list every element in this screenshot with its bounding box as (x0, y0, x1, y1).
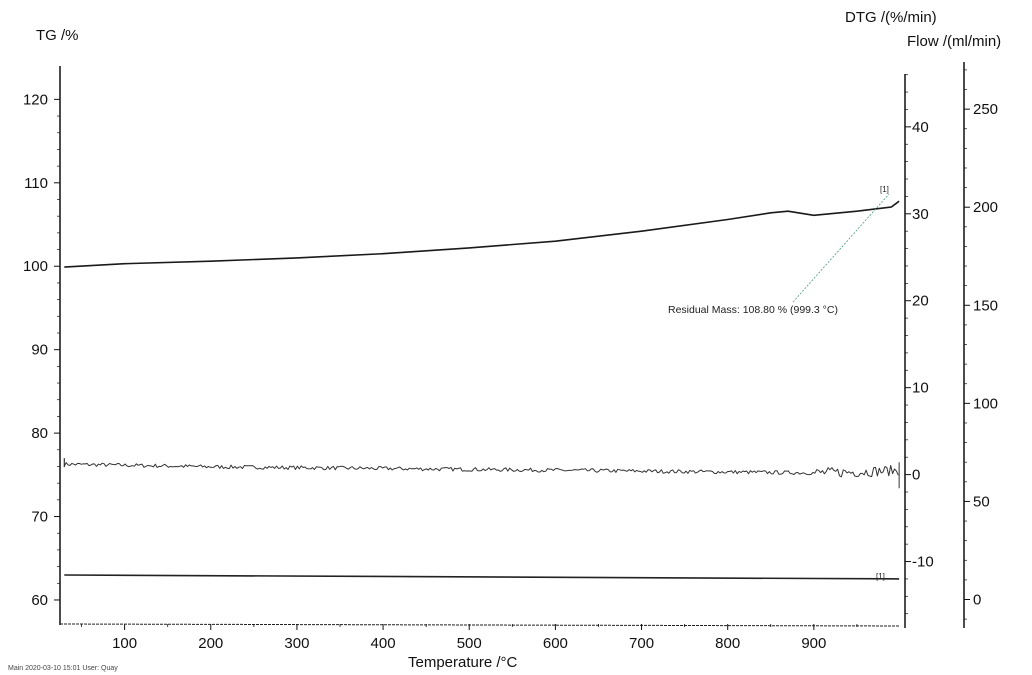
series-layer (63, 200, 900, 580)
x-tick-label: 300 (284, 635, 309, 652)
y-right1-axis-label: DTG /(%/min) (845, 9, 937, 26)
series-line-3 (64, 574, 900, 580)
y-right1-tick-label: 20 (912, 293, 929, 310)
y-right1-tick-label: 0 (912, 467, 920, 484)
tick-labels: 100 200 300 400 500 600 700 800 9006070809010011… (23, 91, 998, 652)
x-axis-line (59, 623, 901, 627)
residual-mass-annotation: Residual Mass: 108.80 % (999.3 °C) (668, 304, 838, 316)
y-right2-tick-label: 200 (973, 199, 998, 216)
x-tick-label: 700 (629, 635, 654, 652)
y-left-tick-label: 100 (23, 258, 48, 275)
y-right2-tick-label: 150 (973, 297, 998, 314)
y-right2-axis-label: Flow /(ml/min) (907, 33, 1001, 50)
x-tick-label: 900 (801, 635, 826, 652)
x-tick-label: 800 (715, 635, 740, 652)
x-axis-label: Temperature /°C (408, 654, 518, 671)
series-line-1 (64, 200, 900, 268)
footer-text: Main 2020-03-10 15:01 User: Quay (8, 665, 118, 672)
residual-mass-leader (792, 193, 890, 303)
x-tick-label: 600 (543, 635, 568, 652)
y-left-tick-label: 80 (31, 425, 48, 442)
y-right1-tick-label: 30 (912, 206, 929, 223)
y-right2-tick-label: 50 (973, 493, 990, 510)
series-line-2 (63, 462, 899, 478)
y-right1-tick-label: 40 (912, 119, 929, 136)
y-left-tick-label: 70 (31, 509, 48, 526)
y-left-tick-label: 60 (31, 592, 48, 609)
axis-ticks (54, 69, 970, 630)
y-left-tick-label: 90 (31, 342, 48, 359)
y-right2-tick-label: 0 (973, 592, 981, 609)
flow-marker-label: [1] (876, 572, 885, 581)
y-right2-tick-label: 100 (973, 395, 998, 412)
y-right1-tick-label: -10 (912, 554, 934, 571)
y-right2-tick-label: 250 (973, 101, 998, 118)
y-right1-tick-label: 10 (912, 380, 929, 397)
tg-marker-label: [1] (880, 185, 889, 194)
x-tick-label: 400 (371, 635, 396, 652)
x-tick-label: 500 (457, 635, 482, 652)
y-left-tick-label: 110 (24, 175, 48, 192)
x-tick-label: 100 (112, 635, 137, 652)
x-tick-label: 200 (198, 635, 223, 652)
grid-and-axes (59, 62, 965, 628)
y-left-axis-label: TG /% (36, 27, 79, 44)
y-left-tick-label: 120 (23, 91, 48, 108)
